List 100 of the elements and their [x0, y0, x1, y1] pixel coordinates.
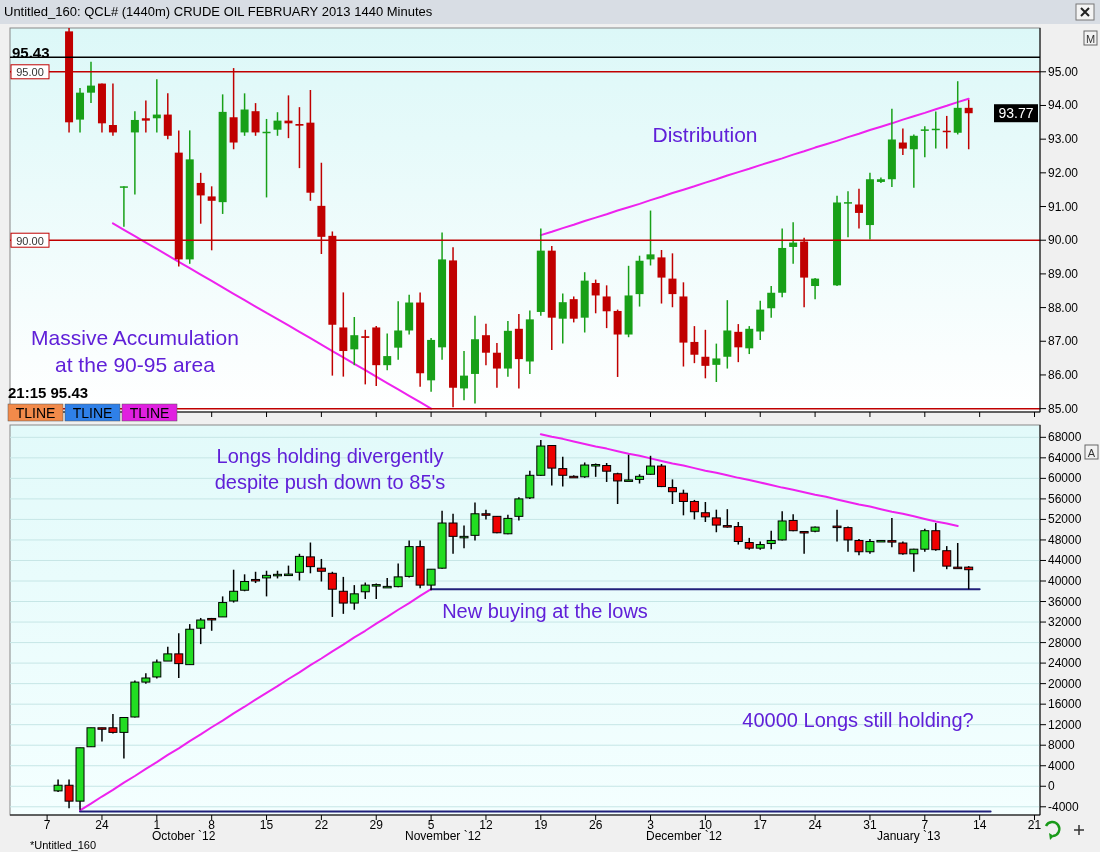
x-tick-label: 29: [369, 818, 384, 832]
y-tick-label: 12000: [1048, 717, 1082, 732]
candlestick: [251, 102, 260, 137]
candlestick: [701, 329, 710, 380]
text: November `12: [405, 829, 482, 843]
x-tick-label: 24: [808, 818, 823, 832]
candlestick: [196, 172, 205, 225]
candlestick: [909, 133, 918, 189]
candlestick: [350, 316, 359, 366]
candlestick: [613, 308, 622, 378]
candlestick: [349, 584, 359, 611]
candlestick: [295, 106, 304, 169]
annotation: 21:15 95.43: [8, 384, 89, 401]
candlestick: [558, 456, 568, 488]
annotation: New buying at the lows: [442, 600, 648, 622]
line-series: [539, 433, 959, 528]
candlestick: [964, 565, 974, 590]
y-tick-label: 40000: [1048, 574, 1082, 588]
candlestick: [163, 92, 172, 140]
y-tick-label: 48000: [1048, 532, 1082, 547]
y-tick-label: 85.00: [1048, 401, 1079, 416]
candlestick: [108, 82, 117, 137]
x-tick-label: 1: [153, 818, 161, 832]
x-tick-label: 14: [972, 818, 987, 832]
x-tick-label: 26: [588, 818, 603, 832]
candlestick: [678, 488, 688, 517]
candlestick: [602, 284, 611, 329]
candlestick: [229, 568, 239, 604]
candlestick: [789, 221, 798, 265]
candlestick: [327, 571, 337, 618]
text: January `13: [877, 829, 941, 843]
candlestick: [733, 521, 743, 546]
candlestick: [130, 110, 139, 196]
candlestick: [492, 342, 501, 389]
line-series: [539, 97, 970, 237]
candlestick: [613, 471, 623, 505]
annotation: Distribution: [652, 123, 758, 146]
x-tick-label: 10: [698, 818, 713, 832]
candlestick: [920, 125, 929, 159]
candlestick: [383, 332, 392, 371]
candlestick: [141, 99, 150, 134]
candlestick: [646, 455, 656, 476]
annotation: Longs holding divergently despite push down to 85's: [214, 445, 446, 493]
y-tick-label: 32000: [1048, 615, 1082, 630]
candlestick: [745, 325, 754, 355]
y-tick-label: 92.00: [1048, 165, 1079, 180]
text: A: [1087, 446, 1096, 459]
candlestick: [339, 291, 348, 378]
candlestick: [460, 350, 469, 401]
x-tick-label: 7: [43, 818, 51, 832]
ref-line-label: 90.00: [16, 234, 44, 247]
candlestick: [569, 295, 578, 324]
candlestick: [711, 508, 721, 533]
y-tick-label: 28000: [1048, 635, 1082, 650]
candlestick: [481, 323, 490, 366]
y-tick-label: 24000: [1048, 656, 1082, 671]
candlestick: [196, 617, 206, 645]
y-tick-label: 36000: [1048, 594, 1082, 609]
line-series: [111, 222, 433, 410]
y-tick-label: 95.00: [1048, 64, 1079, 79]
annotation: 40000 Longs still holding?: [742, 709, 974, 731]
text: M: [1085, 32, 1096, 45]
candlestick: [811, 277, 820, 300]
chart-title: Untitled_160: QCL# (1440m) CRUDE OIL FEBRUARY 2013 1440 Minutes: [4, 4, 433, 19]
y-tick-label: 4000: [1048, 758, 1076, 773]
candlestick: [273, 111, 282, 137]
candlestick: [316, 558, 326, 583]
candlestick: [174, 632, 184, 679]
x-tick-label: 21: [1027, 818, 1042, 832]
candlestick: [624, 454, 634, 482]
annotation: TLINE: [129, 404, 170, 421]
y-tick-label: 0: [1048, 779, 1055, 794]
y-tick-label: 87.00: [1048, 334, 1079, 349]
y-tick-label: 56000: [1048, 491, 1082, 506]
candlestick: [305, 541, 315, 575]
text: *Untitled_160: [30, 839, 97, 851]
annotation: TLINE: [72, 404, 113, 421]
candlestick: [294, 553, 304, 582]
candlestick: [668, 252, 677, 308]
line-series: [79, 588, 433, 812]
text: October `12: [152, 829, 216, 843]
candlestick: [86, 60, 95, 104]
candlestick: [382, 577, 392, 589]
candlestick: [767, 285, 776, 319]
candlestick: [119, 185, 128, 228]
candlestick: [942, 545, 952, 570]
candlestick: [690, 325, 699, 364]
candlestick: [218, 595, 228, 618]
ref-line-label: 95.00: [16, 66, 44, 79]
text: December `12: [646, 829, 723, 843]
candlestick: [920, 527, 930, 553]
y-tick-label: 68000: [1048, 430, 1082, 445]
candlestick: [338, 576, 348, 615]
candlestick: [712, 342, 721, 383]
y-tick-label: 91.00: [1048, 199, 1079, 214]
candlestick: [547, 444, 557, 487]
candlestick: [756, 300, 765, 341]
y-tick-label: 8000: [1048, 738, 1076, 753]
candlestick: [734, 323, 743, 363]
annotation: TLINE: [15, 404, 56, 421]
